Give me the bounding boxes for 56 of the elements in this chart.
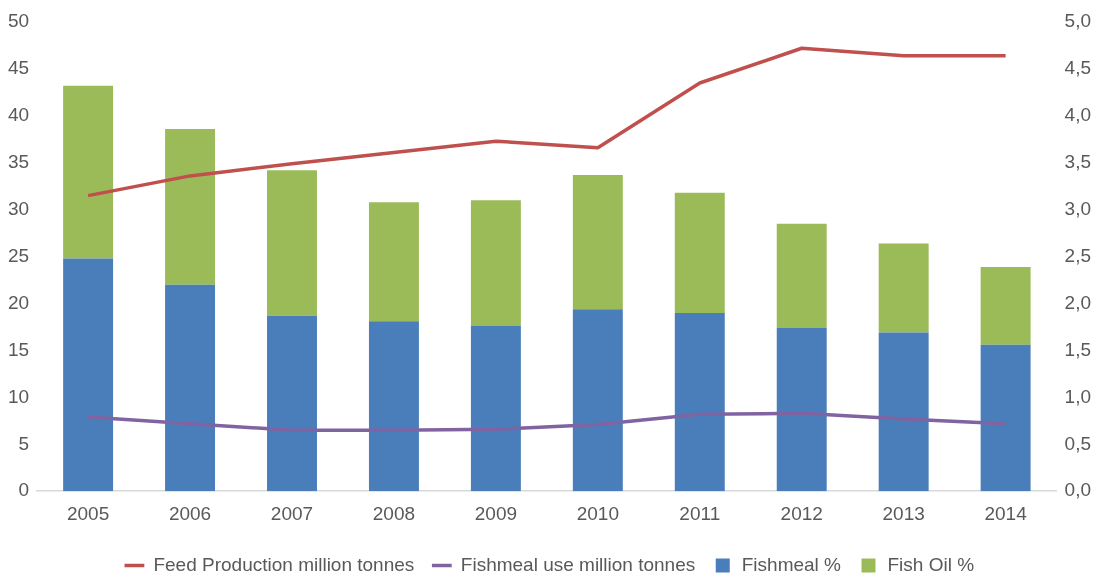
bar (878, 243, 929, 333)
bar (980, 344, 1031, 492)
legend-label: Fish Oil % (887, 553, 975, 575)
bar (572, 309, 623, 492)
y2-tick-label: 0,0 (1064, 479, 1092, 501)
x-tick-label: 2009 (474, 502, 518, 524)
bar (165, 128, 216, 285)
y2-tick-label: 1,5 (1064, 338, 1092, 360)
x-tick-label: 2006 (168, 502, 212, 524)
bar (63, 85, 114, 259)
y-tick-label: 20 (7, 291, 30, 313)
y-tick-label: 35 (7, 150, 30, 172)
bar (165, 284, 216, 492)
y2-tick-label: 1,0 (1064, 385, 1092, 407)
y2-tick-label: 3,5 (1064, 150, 1092, 172)
y-tick-label: 30 (7, 197, 30, 219)
x-tick-label: 2005 (66, 502, 110, 524)
x-tick-label: 2012 (780, 502, 823, 524)
x-tick-label: 2008 (372, 502, 416, 524)
bar (776, 327, 827, 492)
bar (674, 312, 725, 492)
y2-tick-label: 4,0 (1064, 104, 1092, 126)
legend-label: Feed Production million tonnes (153, 553, 415, 575)
bar (980, 266, 1031, 345)
bar (470, 200, 521, 327)
bar (368, 202, 419, 322)
legend-label: Fishmeal use million tonnes (460, 553, 696, 575)
y-tick-label: 15 (7, 338, 30, 360)
y2-tick-label: 2,0 (1064, 291, 1092, 313)
bar (776, 223, 827, 328)
bar (63, 258, 114, 492)
bar (267, 315, 317, 492)
x-tick-label: 2014 (984, 502, 1028, 524)
y-tick-label: 10 (7, 385, 30, 407)
x-tick-label: 2013 (882, 502, 925, 524)
y-tick-label: 5 (18, 432, 30, 454)
y2-tick-label: 4,5 (1064, 57, 1092, 79)
y-tick-label: 50 (7, 10, 30, 32)
y-tick-label: 45 (7, 57, 30, 79)
y-tick-label: 40 (7, 104, 30, 126)
y2-tick-label: 5,0 (1064, 10, 1092, 32)
y-tick-label: 25 (7, 244, 30, 266)
bar (674, 192, 725, 313)
y-tick-label: 0 (18, 479, 30, 501)
y2-tick-label: 0,5 (1064, 432, 1092, 454)
x-tick-label: 2011 (679, 502, 721, 524)
bar (368, 321, 419, 492)
legend-label: Fishmeal % (741, 553, 842, 575)
x-tick-label: 2010 (576, 502, 619, 524)
bar (470, 326, 521, 492)
y2-tick-label: 3,0 (1064, 197, 1092, 219)
bar (267, 170, 317, 316)
bar (878, 332, 929, 492)
x-tick-label: 2007 (270, 502, 314, 524)
bar (572, 174, 623, 310)
y2-tick-label: 2,5 (1064, 244, 1092, 266)
